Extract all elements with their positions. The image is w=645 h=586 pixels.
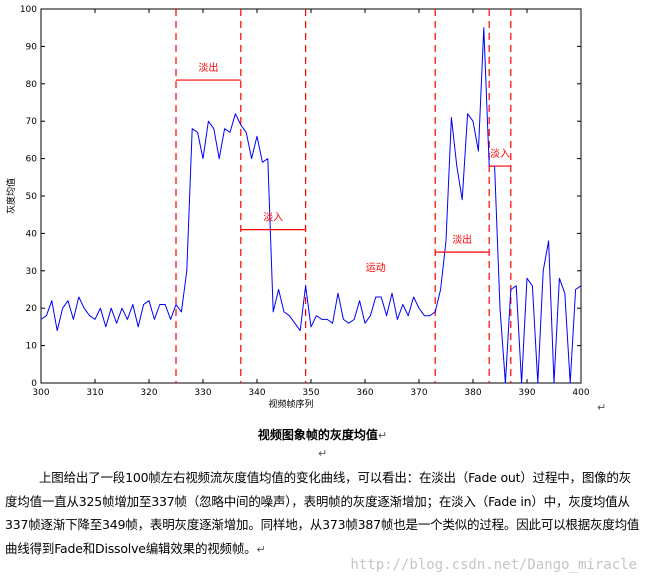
- paragraph-mark: ↵: [597, 401, 607, 414]
- y-tick-label: 0: [31, 379, 37, 389]
- body-paragraph: 上图给出了一段100帧左右视频流灰度值均值的变化曲线，可以看出：在淡出（Fade…: [5, 466, 641, 561]
- axis-ticks: 300 310 320 330 340 350 360 370 380 390 400 0 10 20 30…: [20, 5, 590, 398]
- watermark: http://blog.csdn.net/Dango_miracle: [350, 557, 637, 573]
- chart-frame: [40, 8, 582, 384]
- x-tick-label: 390: [518, 388, 535, 398]
- y-tick-label: 30: [26, 267, 38, 277]
- paragraph-mark: ↵: [377, 429, 388, 442]
- y-tick-label: 50: [26, 192, 38, 202]
- x-tick-label: 360: [356, 388, 373, 398]
- x-tick-label: 310: [86, 388, 103, 398]
- paragraph-mark: ↵: [256, 542, 266, 556]
- y-tick-label: 100: [20, 5, 37, 15]
- x-tick-label: 350: [302, 388, 319, 398]
- x-tick-label: 320: [140, 388, 157, 398]
- y-tick-label: 60: [26, 155, 38, 165]
- annotation-label: 淡出: [198, 61, 218, 74]
- y-axis-label: 灰度均值: [5, 178, 17, 214]
- x-tick-label: 400: [572, 388, 589, 398]
- paragraph-mark: ↵: [318, 447, 328, 460]
- x-tick-label: 370: [410, 388, 427, 398]
- y-tick-label: 40: [26, 229, 38, 239]
- y-tick-label: 70: [26, 117, 38, 127]
- marker-lines: [175, 9, 512, 383]
- x-axis-label: 视频帧序列: [268, 398, 313, 410]
- annotation-label: 淡入: [490, 148, 510, 160]
- x-tick-label: 300: [32, 388, 49, 398]
- figure-caption: 视频图象帧的灰度均值↵: [0, 426, 645, 443]
- line-chart: 300 310 320 330 340 350 360 370 380 390 400 0 10 20 30…: [5, 5, 590, 410]
- y-tick-label: 10: [26, 342, 38, 352]
- annotation-label: 淡出: [452, 233, 472, 246]
- annotation-label: 运动: [366, 262, 386, 274]
- x-tick-label: 330: [194, 388, 211, 398]
- y-tick-label: 90: [26, 42, 38, 52]
- y-tick-label: 80: [26, 80, 38, 90]
- y-tick-label: 20: [26, 304, 38, 314]
- paragraph-text: 上图给出了一段100帧左右视频流灰度值均值的变化曲线，可以看出：在淡出（Fade…: [5, 470, 640, 556]
- x-tick-label: 340: [248, 388, 265, 398]
- caption-text: 视频图象帧的灰度均值: [257, 428, 378, 442]
- annotation-label: 淡入: [263, 212, 283, 224]
- plot-area: [40, 8, 582, 384]
- x-tick-label: 380: [464, 388, 481, 398]
